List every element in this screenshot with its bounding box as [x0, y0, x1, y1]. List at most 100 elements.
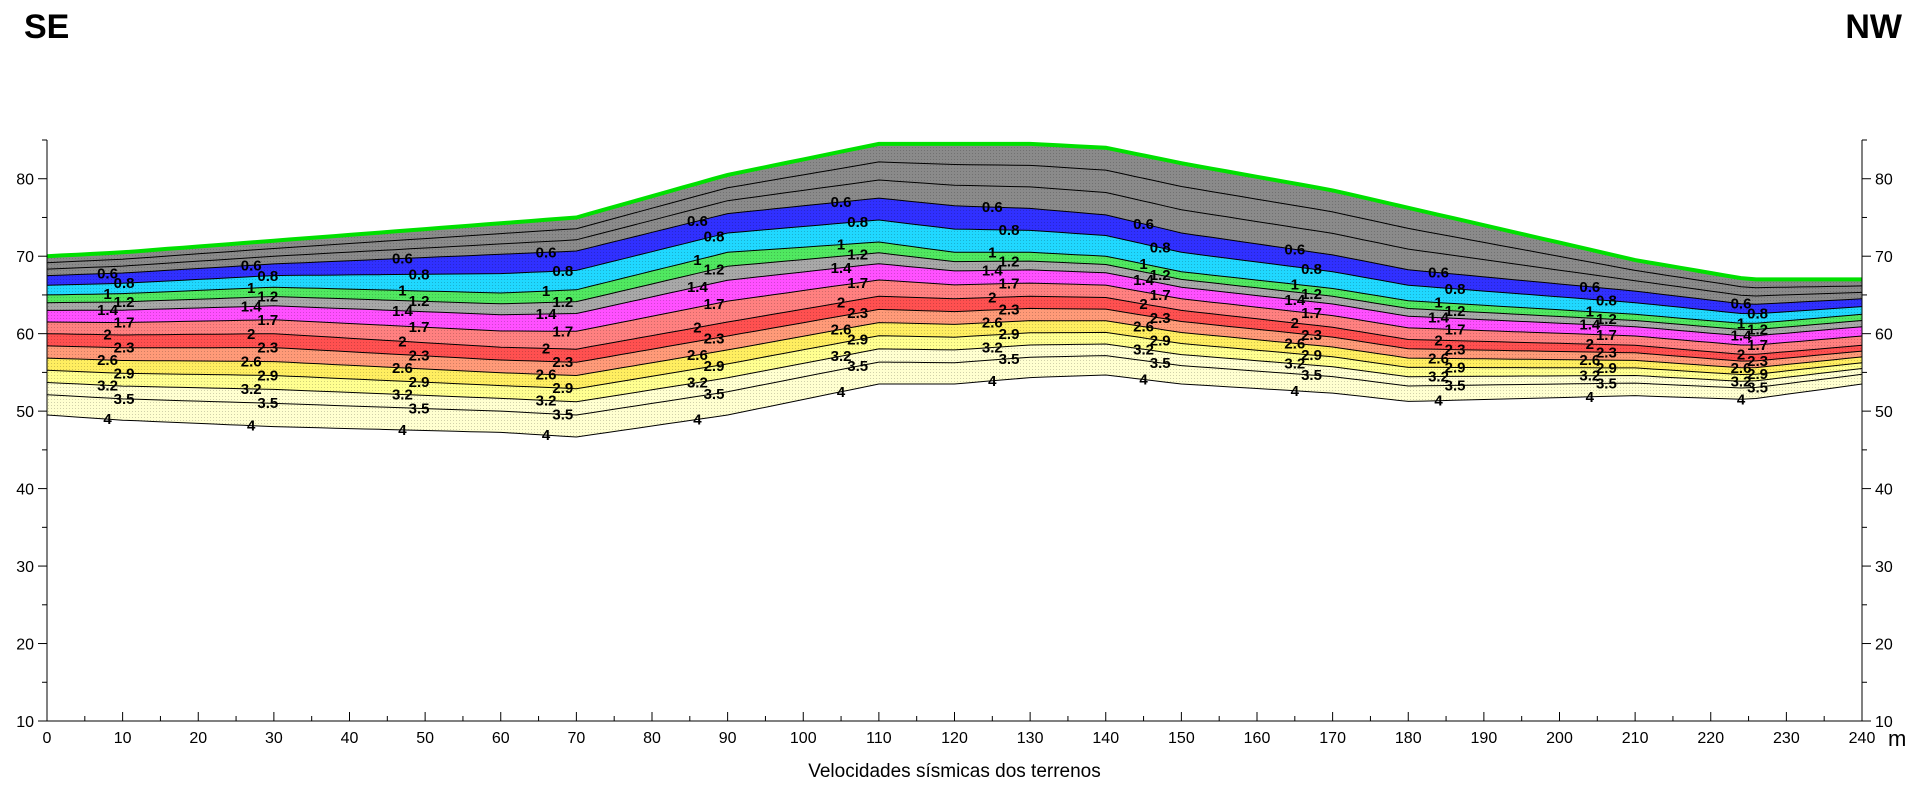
velocity-band-texture [47, 263, 1862, 345]
contour-label: 4 [1737, 391, 1746, 408]
contour-label: 1.7 [409, 319, 430, 336]
contour-label: 1.7 [114, 315, 135, 332]
contour-label: 1 [1586, 304, 1594, 321]
contour-label: 3.5 [257, 395, 278, 412]
contour-label: 1 [247, 280, 255, 297]
contour-label: 1.7 [257, 312, 278, 329]
contour-label: 1.7 [1747, 337, 1768, 354]
contour-label: 3.2 [982, 340, 1003, 357]
x-tick-label: 50 [416, 730, 434, 747]
ground-surface-line [46, 141, 1862, 282]
left-y-tick-label: 20 [16, 637, 34, 654]
contour-label: 2.3 [409, 348, 430, 365]
contour-label: 2.3 [257, 340, 278, 357]
contour-label: 3.5 [552, 406, 573, 423]
contour-label: 2.3 [114, 340, 135, 357]
contour-label: 1 [988, 244, 996, 261]
contour-label: 2 [693, 320, 701, 337]
contour-label: 3.2 [831, 348, 852, 365]
contour-label: 2.9 [257, 367, 278, 384]
contour-label: 2.6 [392, 360, 413, 377]
contour-label: 2 [247, 326, 255, 343]
axes: 0 10 20 30 40 50 60 70 80 90 100 110 120 130 140 150 160… [16, 139, 1893, 747]
velocity-band-texture [47, 220, 1862, 324]
x-tick-label: 190 [1471, 730, 1498, 747]
contour-line-2.6 [47, 320, 1862, 377]
contour-label: 2 [837, 295, 845, 312]
se-direction-label: SE [24, 8, 70, 46]
contour-label: 0.6 [241, 257, 262, 274]
contour-label: 2 [542, 340, 550, 357]
contour-label: 1.2 [1445, 303, 1466, 320]
contour-label: 1.7 [847, 275, 868, 292]
contour-label: 3.2 [687, 375, 708, 392]
contour-label: 0.6 [687, 213, 708, 230]
contour-label: 1.7 [552, 323, 573, 340]
x-tick-label: 150 [1168, 730, 1195, 747]
contour-label: 4 [988, 373, 997, 390]
contour-label: 0.8 [114, 275, 135, 292]
contour-label: 2 [1737, 346, 1745, 363]
contour-label: 2.6 [97, 352, 118, 369]
right-y-tick-label: 80 [1875, 172, 1893, 189]
contour-label: 1.2 [552, 294, 573, 311]
contour-label: 0.8 [999, 222, 1020, 239]
contour-label: 2.9 [409, 374, 430, 391]
contour-label: 0.6 [1579, 279, 1600, 296]
velocity-band-texture [47, 143, 1862, 305]
contour-label: 2 [1586, 336, 1594, 353]
contour-label: 2.3 [999, 301, 1020, 318]
contour-label: 2.9 [1596, 360, 1617, 377]
right-y-tick-label: 50 [1875, 404, 1893, 421]
contour-label: 4 [1434, 393, 1443, 410]
contour-label: 0.6 [982, 199, 1003, 216]
contour-label: 1 [398, 283, 406, 300]
contour-label: 3.5 [1301, 367, 1322, 384]
contour-label: 0.6 [831, 194, 852, 211]
x-tick-label: 230 [1773, 730, 1800, 747]
x-tick-label: 20 [189, 730, 207, 747]
contour-label: 1.7 [1445, 322, 1466, 339]
right-y-tick-label: 40 [1875, 482, 1893, 499]
contour-label: 1.7 [704, 296, 725, 313]
velocity-band-texture [47, 242, 1862, 330]
x-tick-label: 130 [1017, 730, 1044, 747]
contour-line-2 [47, 295, 1862, 355]
contour-label: 3.2 [1133, 341, 1154, 358]
right-y-tick-label: 20 [1875, 637, 1893, 654]
contour-label: 1 [693, 252, 701, 269]
x-tick-label: 60 [492, 730, 510, 747]
contour-label: 3.5 [1596, 375, 1617, 392]
contour-label: 0.8 [1445, 281, 1466, 298]
contour-label: 0.8 [704, 228, 725, 245]
contour-label: 1.4 [97, 302, 119, 319]
contour-label: 1.4 [1579, 317, 1601, 334]
x-tick-label: 40 [341, 730, 359, 747]
left-y-tick-label: 40 [16, 482, 34, 499]
contour-label: 2.6 [687, 347, 708, 364]
contour-label: 1.2 [114, 294, 135, 311]
contour-label: 3.5 [409, 400, 430, 417]
contour-label: 2.6 [536, 366, 557, 383]
contour-label: 2.6 [1731, 360, 1752, 377]
velocity-band-texture [47, 296, 1862, 363]
contour-label: 2.9 [1301, 347, 1322, 364]
contour-label: 2.3 [1150, 310, 1171, 327]
contour-line-2.9 [47, 331, 1862, 390]
contour-label: 3.2 [1284, 356, 1305, 373]
velocity-band-texture [47, 308, 1862, 376]
contour-label: 2.6 [1579, 352, 1600, 369]
left-y-tick-label: 30 [16, 559, 34, 576]
contour-label: 2.9 [1150, 332, 1171, 349]
velocity-band-texture [47, 332, 1862, 402]
contour-label: 2 [1291, 315, 1299, 332]
x-tick-label: 180 [1395, 730, 1422, 747]
right-y-tick-label: 60 [1875, 327, 1893, 344]
contour-label: 1.2 [1150, 267, 1171, 284]
velocity-band-texture [47, 320, 1862, 389]
contour-label: 1 [837, 237, 845, 254]
contour-label: 1.2 [1301, 286, 1322, 303]
contour-line-1 [47, 241, 1862, 324]
x-tick-label: 170 [1319, 730, 1346, 747]
contour-label: 3.5 [1747, 379, 1768, 396]
